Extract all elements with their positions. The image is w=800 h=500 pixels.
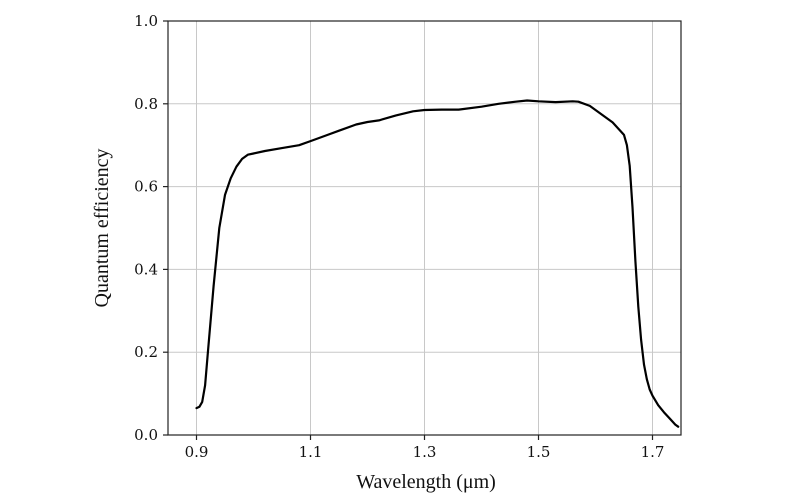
x-axis-title: Wavelength (μm)	[356, 471, 496, 493]
x-axis: 0.9 1.1 1.3 1.5 1.7	[185, 435, 665, 461]
y-axis-title: Quantum efficiency	[91, 148, 113, 307]
x-tick-label-2: 1.3	[413, 443, 437, 461]
x-tick-label-1: 1.1	[299, 443, 323, 461]
grid-lines	[168, 21, 681, 435]
x-tick-label-4: 1.7	[641, 443, 665, 461]
y-tick-label-0: 0.0	[134, 426, 158, 444]
y-tick-label-1: 0.2	[134, 343, 158, 361]
y-tick-label-4: 0.8	[134, 95, 158, 113]
y-tick-label-3: 0.6	[134, 178, 158, 196]
y-tick-label-2: 0.4	[134, 260, 158, 278]
y-axis: 0.0 0.2 0.4 0.6 0.8 1.0	[134, 12, 168, 444]
series-line-quantum-efficiency	[195, 99, 680, 428]
y-tick-label-5: 1.0	[134, 12, 158, 30]
x-tick-label-3: 1.5	[527, 443, 551, 461]
x-tick-label-0: 0.9	[185, 443, 209, 461]
